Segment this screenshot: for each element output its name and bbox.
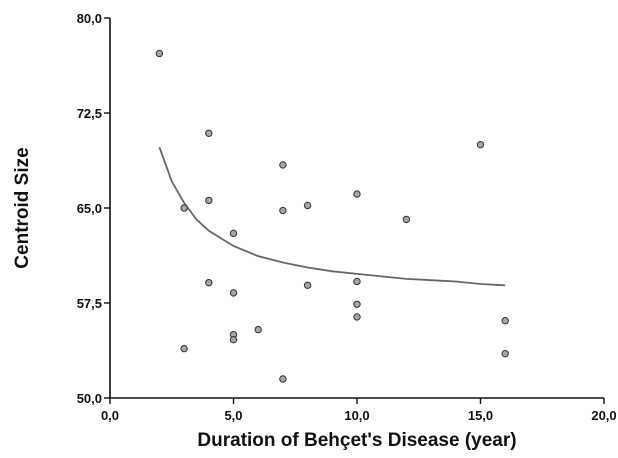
x-axis-ticks: 0,0 5,0 10,0 15,0 20,0 (101, 398, 617, 423)
data-point (279, 375, 287, 383)
x-tick-label: 0,0 (101, 408, 119, 423)
trend-curve (158, 146, 506, 287)
y-tick-label: 65,0 (77, 201, 102, 216)
data-point (353, 300, 361, 308)
x-tick-label: 15,0 (468, 408, 493, 423)
data-point (180, 204, 188, 212)
data-point (279, 161, 287, 169)
data-point (205, 279, 213, 287)
data-point (353, 190, 361, 198)
data-point (303, 281, 312, 289)
y-tick-label: 50,0 (77, 391, 102, 406)
y-axis-ticks: 50,0 57,5 65,0 72,5 80,0 (77, 11, 110, 406)
data-point (501, 349, 509, 358)
data-point (476, 140, 485, 149)
x-tick-label: 5,0 (224, 408, 242, 423)
data-point (402, 215, 411, 224)
data-point (229, 336, 238, 344)
plot-area (155, 49, 509, 383)
x-tick-label: 20,0 (591, 408, 616, 423)
data-point (353, 277, 361, 286)
data-point (229, 229, 238, 238)
data-point (353, 313, 361, 321)
data-point (254, 325, 262, 334)
data-point (205, 129, 213, 137)
data-point (303, 201, 312, 210)
data-point (501, 317, 509, 325)
data-point (180, 344, 188, 353)
x-axis-title: Duration of Behçet's Disease (year) (197, 430, 516, 451)
data-point (229, 289, 238, 297)
data-point (155, 49, 164, 58)
x-tick-label: 10,0 (344, 408, 369, 423)
y-tick-label: 57,5 (77, 296, 102, 311)
y-tick-label: 80,0 (77, 11, 102, 26)
y-axis-title: Centroid Size (12, 147, 33, 268)
data-point (279, 206, 287, 215)
y-tick-label: 72,5 (77, 106, 102, 121)
data-point (205, 196, 213, 205)
